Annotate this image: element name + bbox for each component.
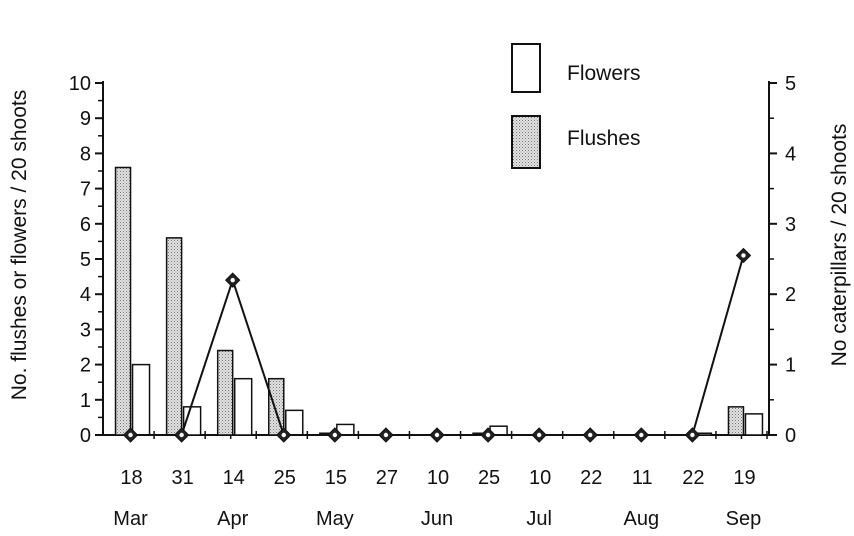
month-label: Jul: [526, 508, 552, 530]
left-tick-label: 2: [80, 355, 91, 377]
caterpillar-point-center: [383, 432, 389, 438]
left-axis-title: No. flushes or flowers / 20 shoots: [8, 90, 31, 400]
left-tick-label: 8: [80, 143, 91, 165]
legend: Flowers Flushes: [511, 43, 641, 169]
month-label: Aug: [624, 508, 660, 530]
flushes-bar: [114, 166, 132, 436]
caterpillar-point-center: [179, 432, 184, 438]
left-tick-label: 0: [80, 425, 91, 447]
month-label: Mar: [113, 508, 148, 530]
flowers-bar: [233, 377, 253, 436]
x-tick-label: 11: [632, 467, 653, 489]
month-labels: Mar Apr May Jun Jul Aug Sep: [113, 508, 761, 530]
flushes-bar: [165, 237, 183, 436]
bars: [114, 166, 764, 436]
left-tick-label: 9: [80, 108, 91, 130]
x-tick-label: 10: [529, 467, 551, 489]
flushes-bar: [216, 349, 234, 436]
caterpillar-point-center: [690, 432, 695, 438]
caterpillar-point-center: [434, 432, 440, 438]
caterpillar-point-center: [588, 432, 593, 438]
left-tick-label: 4: [80, 284, 91, 306]
flushes-bar: [727, 406, 745, 436]
left-tick-label: 7: [80, 179, 91, 201]
flowers-bar: [744, 413, 764, 436]
right-tick-label: 1: [785, 355, 796, 377]
caterpillar-point-center: [281, 432, 286, 438]
legend-label-flushes: Flushes: [567, 127, 641, 150]
x-tick-label: 22: [682, 467, 704, 489]
right-tick-label: 4: [785, 143, 796, 165]
left-tick-label: 6: [80, 214, 91, 236]
legend-swatch-flushes: [511, 115, 541, 169]
caterpillar-point-center: [230, 277, 235, 283]
caterpillar-point-center: [485, 432, 491, 438]
right-axis-title: No caterpillars / 20 shoots: [828, 124, 851, 367]
right-axis: 0 1 2 3 4 5: [768, 73, 796, 447]
x-tick-label: 25: [478, 467, 500, 489]
x-tick-label: 19: [733, 467, 755, 489]
x-tick-label: 14: [223, 467, 245, 489]
legend-swatch-flowers: [511, 43, 541, 93]
month-label: Jun: [421, 508, 453, 530]
x-tick-label: 15: [325, 467, 347, 489]
right-tick-label: 3: [785, 214, 796, 236]
legend-label-flowers: Flowers: [567, 62, 641, 85]
month-label: Apr: [217, 508, 248, 530]
caterpillar-point-center: [639, 432, 644, 438]
left-axis: 0 1 2 3 4 5 6 7 8 9 10: [69, 73, 104, 447]
left-tick-label: 1: [80, 390, 91, 412]
left-tick-label: 5: [80, 249, 91, 271]
x-tick-labels: 18 31 14 25 15 27 10 25 10 22 11 22 19: [120, 467, 755, 489]
x-tick-label: 31: [171, 467, 193, 489]
caterpillar-point-center: [128, 432, 133, 438]
caterpillar-point-center: [741, 253, 746, 258]
right-tick-label: 2: [785, 284, 796, 306]
month-label: Sep: [726, 508, 762, 530]
caterpillar-point-center: [536, 432, 542, 438]
x-tick-label: 27: [376, 467, 398, 489]
right-tick-label: 5: [785, 73, 796, 95]
left-tick-label: 10: [69, 73, 91, 95]
caterpillar-point-center: [332, 432, 338, 438]
flowers-bar: [131, 363, 151, 436]
month-label: May: [316, 508, 354, 530]
x-tick-label: 25: [274, 467, 296, 489]
right-tick-label: 0: [785, 425, 796, 447]
flowers-bar: [285, 409, 304, 436]
left-tick-label: 3: [80, 319, 91, 341]
caterpillar-line: [122, 247, 752, 443]
x-tick-label: 18: [120, 467, 142, 489]
x-tick-label: 10: [427, 467, 449, 489]
x-tick-label: 22: [580, 467, 602, 489]
